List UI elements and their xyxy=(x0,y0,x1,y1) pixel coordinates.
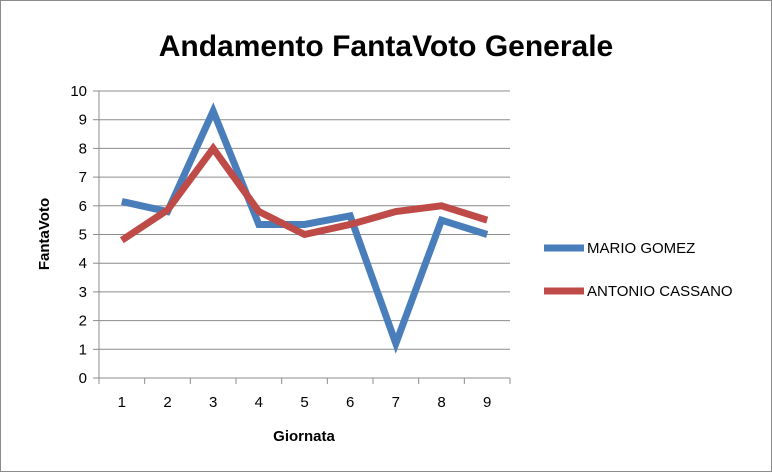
x-axis-title: Giornata xyxy=(273,428,335,445)
x-tick-label: 3 xyxy=(209,394,217,411)
x-tick-label: 8 xyxy=(437,394,445,411)
chart-title: Andamento FantaVoto Generale xyxy=(159,30,614,63)
y-tick-label: 1 xyxy=(79,341,87,358)
x-tick-label: 7 xyxy=(392,394,400,411)
y-tick-label: 4 xyxy=(79,255,87,272)
x-tick-label: 2 xyxy=(163,394,171,411)
y-tick-label: 6 xyxy=(79,198,87,215)
series-lines xyxy=(119,102,489,354)
x-tick-label: 5 xyxy=(300,394,308,411)
x-tick-label: 4 xyxy=(255,394,263,411)
x-tick-label: 6 xyxy=(346,394,354,411)
x-tick-label: 1 xyxy=(118,394,126,411)
y-tick-label: 0 xyxy=(79,370,87,387)
y-tick-label: 8 xyxy=(79,140,87,157)
axes: 0 1 2 3 4 5 6 7 8 9 10 1 2 3 4 5 6 7 8 9 xyxy=(70,83,511,411)
x-tick-label: 9 xyxy=(483,394,491,411)
legend-label: MARIO GOMEZ xyxy=(587,240,695,257)
y-tick-label: 9 xyxy=(79,112,87,129)
series-line-0 xyxy=(121,102,489,354)
y-tick-label: 10 xyxy=(70,83,87,100)
y-tick-label: 5 xyxy=(79,227,87,244)
series-line-1 xyxy=(119,142,489,244)
y-axis-title: FantaVoto xyxy=(36,198,53,270)
y-tick-label: 2 xyxy=(79,313,87,330)
y-tick-label: 3 xyxy=(79,284,87,301)
y-tick-label: 7 xyxy=(79,169,87,186)
legend: MARIO GOMEZ ANTONIO CASSANO xyxy=(544,240,733,300)
legend-label: ANTONIO CASSANO xyxy=(587,283,733,300)
